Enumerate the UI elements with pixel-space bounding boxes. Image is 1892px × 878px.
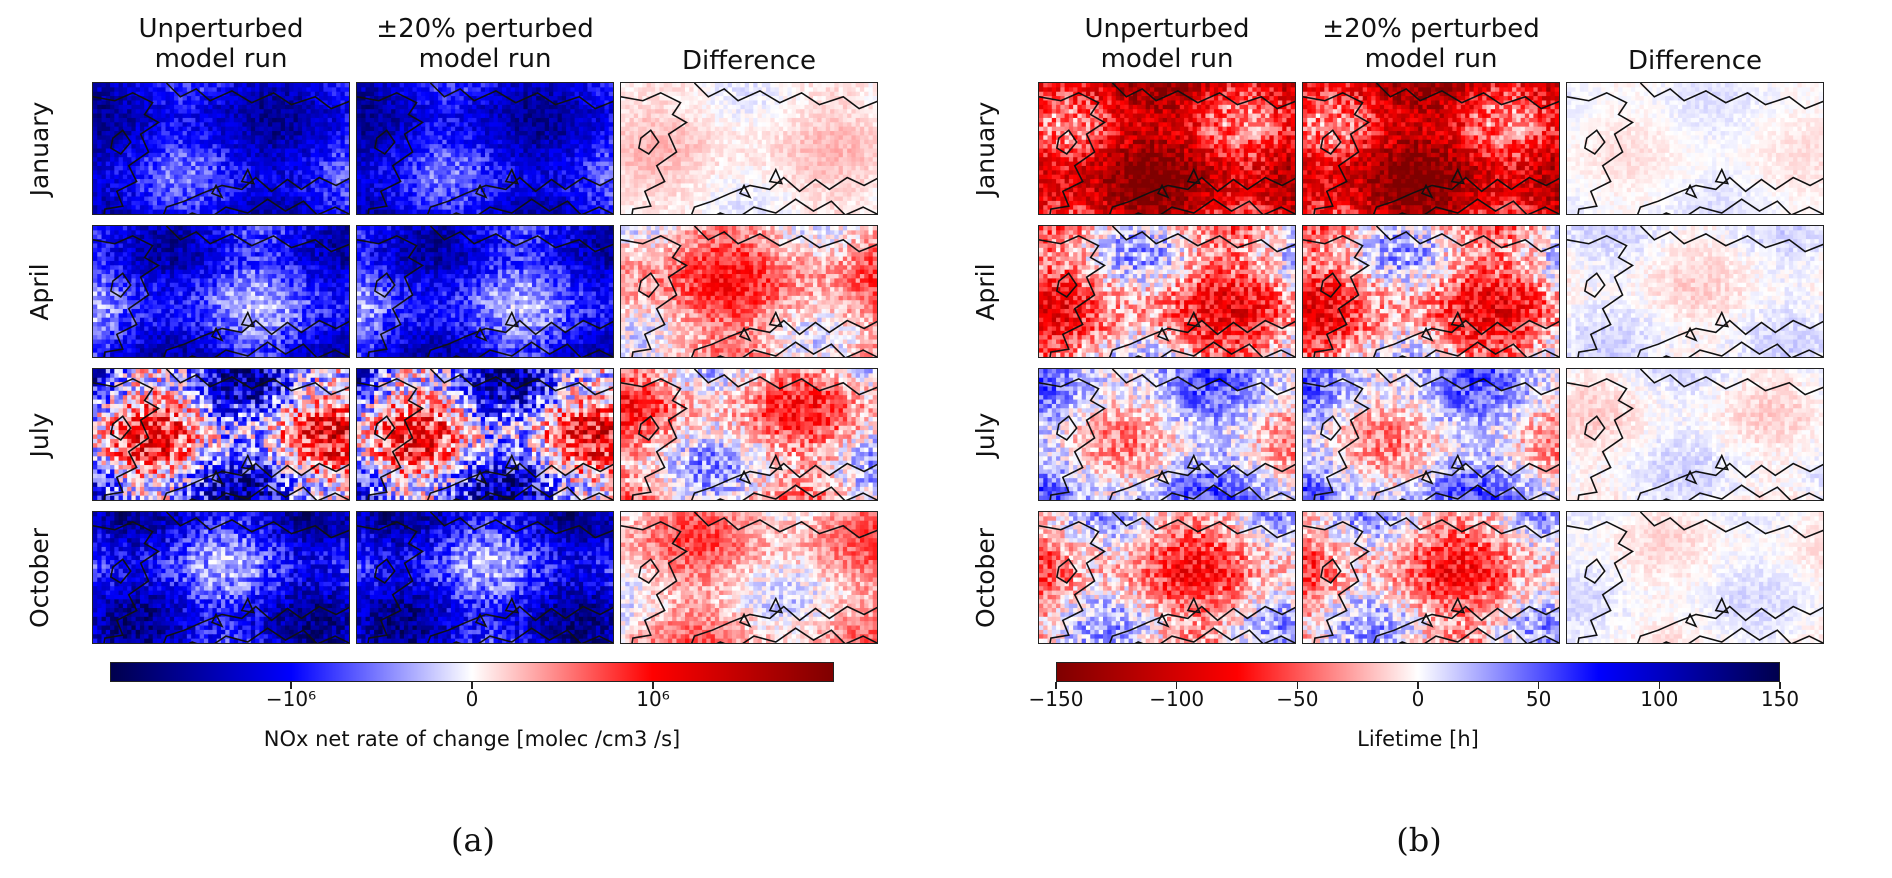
panel-a-column-title-1: ±20% perturbed model run [356,14,614,74]
panel-a-colorbar-label: NOx net rate of change [molec /cm3 /s] [110,726,834,752]
panel-a-colorbar-tick-label-0: −10⁶ [266,687,316,711]
panel-a-map-january-0 [92,82,350,215]
coastline [621,226,877,357]
panel-a-map-january-1 [356,82,614,215]
panel-b-map-april-0 [1038,225,1296,358]
panel-b-map-january-2 [1566,82,1824,215]
panel-b-row-label-october: October [969,511,1003,645]
panel-a-colorbar-tick-1 [471,682,473,689]
coastline [357,369,613,500]
panel-a-subfigure-label: (a) [0,820,946,860]
panel-b-colorbar-tick-1 [1175,682,1178,689]
panel-a-map-january-2 [620,82,878,215]
panel-b-map-january-1 [1302,82,1560,215]
coastline [1303,512,1559,643]
panel-b-colorbar-tick-label-2: −50 [1276,687,1318,711]
panel-a-colorbar-tick-2 [652,682,654,689]
coastline [1567,226,1823,357]
panel-b-map-july-0 [1038,368,1296,501]
panel-b-colorbar-tick-label-3: 0 [1412,687,1425,711]
panel-b-colorbar-tick-3 [1417,682,1419,689]
panel-b-lifetime: Unperturbed model run ±20% perturbed mode… [946,0,1892,878]
panel-b-map-october-0 [1038,511,1296,644]
panel-b-colorbar-tick-label-5: 100 [1640,687,1678,711]
panel-b-map-july-2 [1566,368,1824,501]
panel-a-column-title-0: Unperturbed model run [92,14,350,74]
panel-b-colorbar-tick-6 [1779,682,1781,689]
panel-b-column-title-1: ±20% perturbed model run [1302,14,1560,74]
panel-a-row-label-october: October [23,511,57,645]
panel-b-subfigure-label: (b) [946,820,1892,860]
coastline [1039,226,1295,357]
coastline [1039,512,1295,643]
panel-b-row-label-july: July [969,368,1003,502]
panel-a-map-october-1 [356,511,614,644]
panel-b-colorbar-tick-label-4: 50 [1526,687,1551,711]
coastline [93,369,349,500]
panel-a-colorbar-tick-label-1: 0 [466,687,479,711]
coastline [621,83,877,214]
panel-b-colorbar-tick-label-0: −150 [1029,687,1084,711]
panel-a-map-july-0 [92,368,350,501]
panel-a-map-april-0 [92,225,350,358]
panel-b-map-april-2 [1566,225,1824,358]
coastline [93,226,349,357]
panel-a-map-october-0 [92,511,350,644]
panel-b-map-october-1 [1302,511,1560,644]
coastline [357,512,613,643]
coastline [1303,369,1559,500]
panel-b-colorbar-tick-0 [1055,682,1057,689]
panel-a-map-april-1 [356,225,614,358]
panel-a-nox-rate: Unperturbed model run ±20% perturbed mode… [0,14,946,860]
panel-a-colorbar-tick-0 [290,682,292,689]
coastline [1567,512,1823,643]
coastline [1567,83,1823,214]
panel-b-colorbar-tick-5 [1658,682,1661,689]
panel-a-column-title-2: Difference [620,46,878,76]
panel-b-colorbar [1056,662,1780,682]
panel-a-map-april-2 [620,225,878,358]
panel-b-colorbar-tick-label-6: 150 [1761,687,1799,711]
coastline [1039,369,1295,500]
panel-b-colorbar-tick-label-1: −100 [1149,687,1204,711]
coastline [357,226,613,357]
coastline [93,83,349,214]
panel-b-column-title-0: Unperturbed model run [1038,14,1296,74]
panel-b-column-title-2: Difference [1566,46,1824,76]
panel-a-map-july-2 [620,368,878,501]
coastline [621,512,877,643]
panel-a-row-label-april: April [23,225,57,359]
panel-a-row-label-july: July [23,368,57,502]
panel-a-colorbar [110,662,834,682]
panel-b-row-label-january: January [969,82,1003,216]
panel-b-map-july-1 [1302,368,1560,501]
coastline [1303,83,1559,214]
panel-b-map-october-2 [1566,511,1824,644]
coastline [1039,83,1295,214]
panel-a-row-label-january: January [23,82,57,216]
panel-a-colorbar-tick-label-2: 10⁶ [636,687,669,711]
panel-a-map-october-2 [620,511,878,644]
coastline [1303,226,1559,357]
coastline [1567,369,1823,500]
panel-b-row-label-april: April [969,225,1003,359]
panel-b-colorbar-tick-2 [1296,682,1299,689]
panel-a-map-july-1 [356,368,614,501]
coastline [357,83,613,214]
coastline [93,512,349,643]
panel-b-map-january-0 [1038,82,1296,215]
coastline [621,369,877,500]
panel-b-map-april-1 [1302,225,1560,358]
panel-b-colorbar-tick-4 [1537,682,1540,689]
panel-b-colorbar-label: Lifetime [h] [1056,726,1780,752]
